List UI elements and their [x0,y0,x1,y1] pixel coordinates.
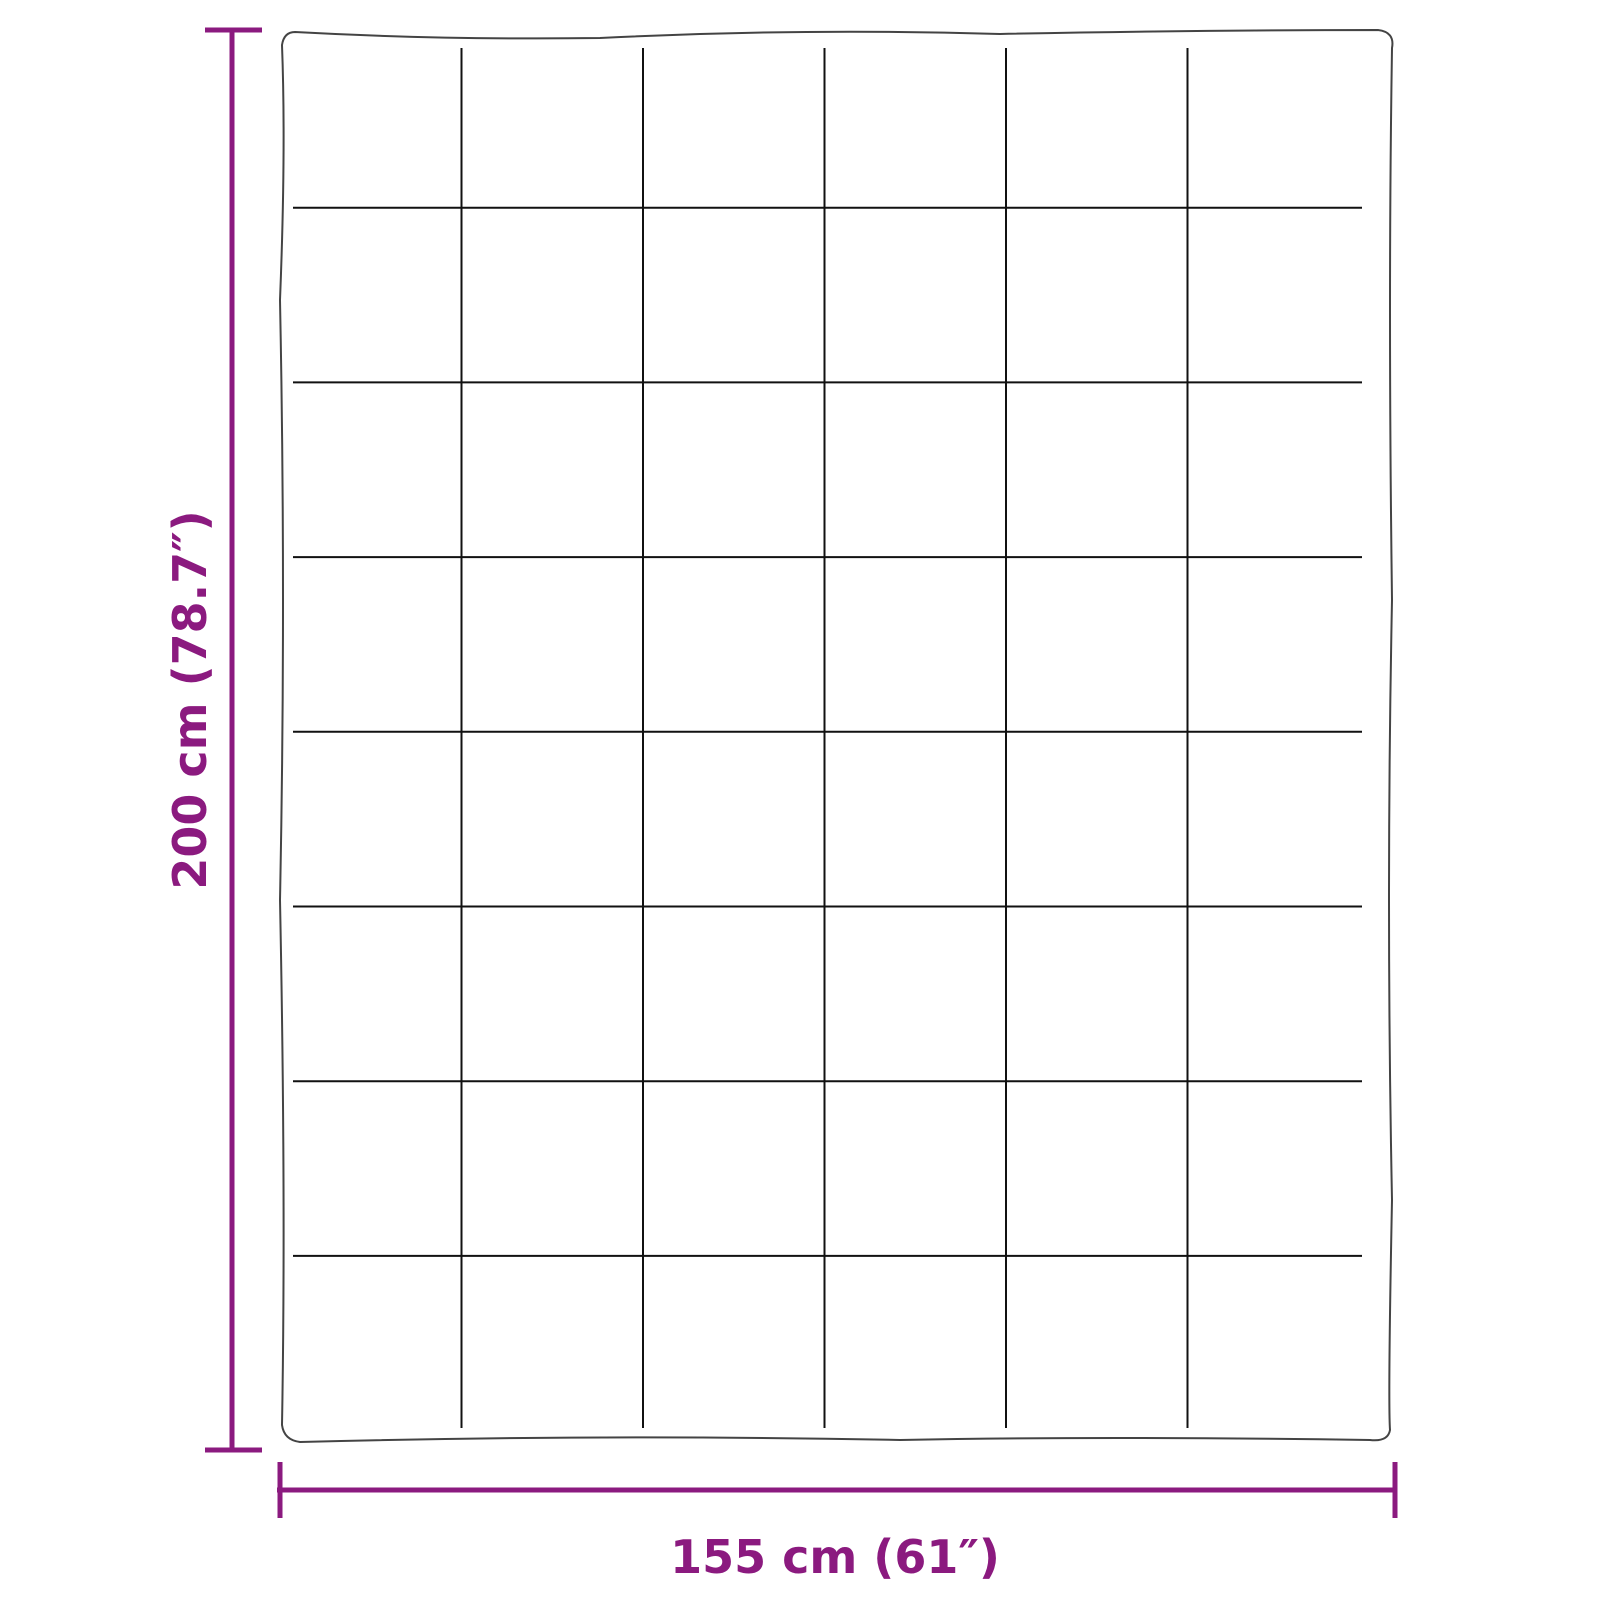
quilt-outline [278,28,1394,1444]
quilt-seams [293,48,1362,1428]
height-dimension-line [205,27,262,1453]
height-label: 200 cm (78.7″) [163,510,217,890]
width-dimension-line [277,1462,1398,1518]
width-label: 155 cm (61″) [670,1530,1000,1584]
